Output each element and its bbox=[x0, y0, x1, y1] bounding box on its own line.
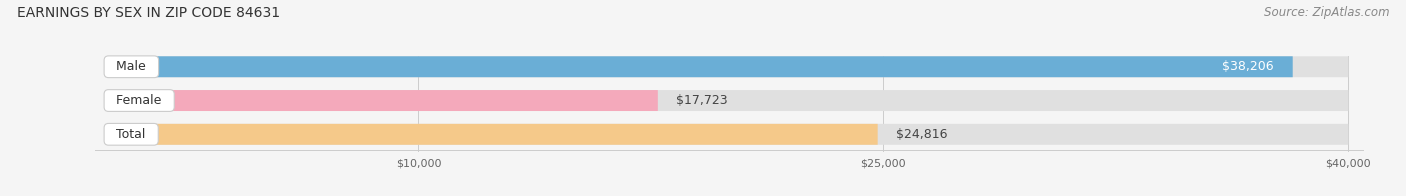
FancyBboxPatch shape bbox=[108, 124, 1348, 145]
Text: Total: Total bbox=[108, 128, 153, 141]
Text: EARNINGS BY SEX IN ZIP CODE 84631: EARNINGS BY SEX IN ZIP CODE 84631 bbox=[17, 6, 280, 20]
Text: Male: Male bbox=[108, 60, 155, 73]
Text: $38,206: $38,206 bbox=[1222, 60, 1274, 73]
FancyBboxPatch shape bbox=[108, 90, 1348, 111]
FancyBboxPatch shape bbox=[108, 124, 877, 145]
FancyBboxPatch shape bbox=[108, 90, 658, 111]
FancyBboxPatch shape bbox=[108, 56, 1348, 77]
FancyBboxPatch shape bbox=[108, 56, 1292, 77]
Text: Source: ZipAtlas.com: Source: ZipAtlas.com bbox=[1264, 6, 1389, 19]
Text: Female: Female bbox=[108, 94, 170, 107]
Text: $17,723: $17,723 bbox=[676, 94, 728, 107]
Text: $24,816: $24,816 bbox=[896, 128, 948, 141]
